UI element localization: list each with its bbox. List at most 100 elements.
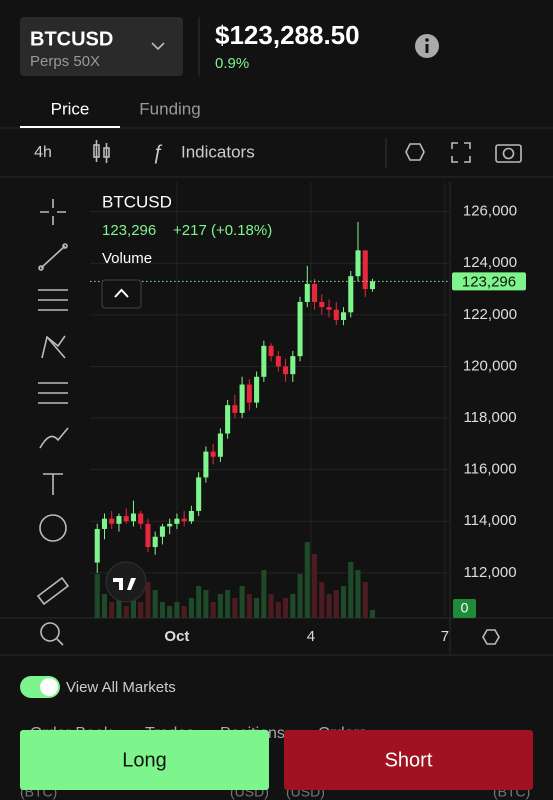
legend-last: 123,296: [102, 222, 156, 239]
price: $123,288.50: [215, 20, 360, 50]
volume-bar: [254, 598, 260, 618]
volume-bar: [152, 590, 158, 618]
volume-bar: [232, 598, 238, 618]
volume-bar: [225, 590, 231, 618]
volume-bar: [159, 602, 165, 618]
candle-body: [145, 523, 151, 548]
candle-body: [283, 366, 289, 375]
candle-body: [203, 451, 209, 478]
candle-body: [246, 384, 252, 403]
candle-body: [340, 312, 347, 321]
market: Perps 50X: [30, 53, 100, 70]
volume-bar: [304, 542, 310, 618]
symbol: BTCUSD: [30, 28, 113, 50]
volume-bar: [94, 574, 100, 618]
volume-bar: [203, 590, 209, 618]
symbol-selector[interactable]: [20, 17, 183, 76]
candle-body: [167, 523, 173, 527]
settings-icon[interactable]: [405, 143, 425, 161]
chevron: [151, 42, 165, 51]
tab[interactable]: Funding: [139, 99, 200, 118]
tv-logo: [113, 578, 136, 590]
y-tick-label: 118,000: [463, 409, 516, 426]
volume-bar: [290, 594, 296, 618]
y-tick-label: 112,000: [463, 564, 516, 581]
candle-body: [369, 281, 376, 290]
candle-body: [225, 405, 231, 434]
volume-bar: [340, 586, 347, 618]
toggle-label[interactable]: View All Markets: [66, 679, 176, 696]
tab[interactable]: Price: [51, 99, 90, 118]
volume-bar: [312, 554, 318, 618]
candle-body: [152, 536, 158, 548]
short-button[interactable]: [284, 730, 533, 790]
volume-bar: [101, 594, 108, 618]
long-button[interactable]: [20, 730, 269, 790]
volume-bar: [261, 570, 267, 618]
volume-bar: [348, 562, 354, 618]
volume-bar: [145, 582, 151, 618]
y-tick-label: 124,000: [463, 254, 517, 271]
short-label[interactable]: Short: [385, 749, 433, 771]
x-tick-label: Oct: [164, 628, 189, 645]
candle-body: [261, 345, 267, 377]
candle-body: [196, 477, 202, 511]
candle-body: [333, 309, 339, 321]
volume-bar: [196, 586, 202, 618]
y-tick-label: 126,000: [463, 203, 517, 220]
fx-icon[interactable]: ƒ: [152, 141, 163, 163]
volume-bar: [319, 582, 325, 618]
volume-bar: [116, 598, 122, 618]
volume-bar: [130, 594, 136, 618]
candle-body: [109, 518, 115, 524]
drawing-tools[interactable]: [36, 199, 70, 646]
candle-body: [210, 451, 216, 457]
candle-body: [138, 513, 144, 524]
volume-bar: [138, 602, 144, 618]
candle-body: [297, 301, 303, 357]
indicators[interactable]: Indicators: [181, 142, 255, 161]
fullscreen-icon[interactable]: [451, 142, 471, 163]
volume-bar: [268, 594, 274, 618]
last-price-tag: [452, 272, 526, 291]
collapse-button[interactable]: [101, 279, 142, 309]
candle-body: [94, 528, 100, 563]
volume-bar: [210, 602, 216, 618]
volume-tick-tag: [453, 599, 476, 618]
info-glyph: [425, 44, 429, 53]
volume-bar: [362, 582, 368, 618]
plot: 112,000 114,000 116,000 118,000 120,000 122,0…: [90, 182, 526, 645]
y-tick-label: 120,000: [463, 357, 517, 374]
camera-icon[interactable]: [495, 144, 522, 163]
volume-bar: [355, 570, 361, 618]
volume-bar: [333, 590, 339, 618]
candle-body: [232, 405, 238, 413]
volume-bar: [109, 602, 115, 618]
candle-body: [101, 518, 108, 529]
chevron: [114, 288, 129, 298]
volume-bar: [369, 610, 376, 618]
y-tick-label: 122,000: [463, 306, 517, 323]
candle-body: [355, 250, 361, 277]
interval[interactable]: 4h: [34, 144, 52, 161]
volume-label: Volume: [102, 250, 152, 267]
candle-body: [239, 384, 245, 413]
candle-icon[interactable]: [93, 140, 110, 163]
candle-body: [116, 516, 122, 524]
volume-bar: [188, 598, 194, 618]
y-tick-label: 114,000: [463, 512, 516, 529]
axis-settings[interactable]: [482, 629, 500, 645]
x-tick-label: 7: [441, 628, 449, 645]
last-price-label: 123,296: [462, 273, 516, 290]
chart-title: BTCUSD: [102, 192, 172, 211]
candle-body: [123, 516, 129, 522]
volume-bar: [217, 594, 223, 618]
candle-body: [159, 526, 165, 537]
volume-bar: [181, 606, 187, 618]
candle-body: [326, 307, 332, 310]
volume-bar: [297, 574, 303, 618]
volume-bar: [167, 606, 173, 618]
long-label[interactable]: Long: [122, 749, 167, 771]
candle-body: [181, 518, 187, 522]
